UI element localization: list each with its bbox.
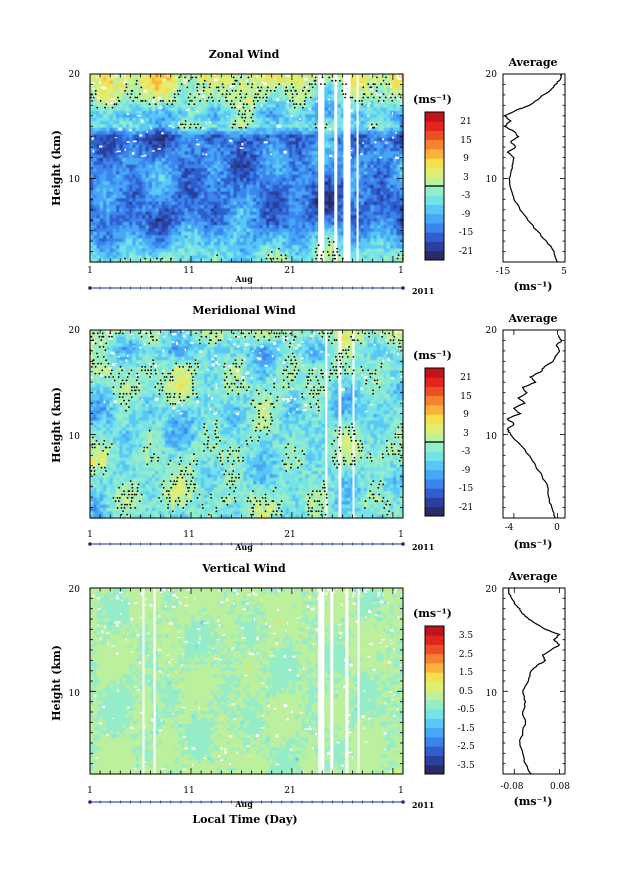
wind-figure: Zonal Wind 20 10 Height (km) 1 11 21 1 A… bbox=[0, 0, 623, 876]
zonal-wind-title: Zonal Wind bbox=[209, 48, 280, 61]
zonal-wind-heatmap bbox=[90, 74, 404, 263]
zonal-wind-panel: Zonal Wind 20 10 Height (km) 1 11 21 1 A… bbox=[50, 48, 567, 296]
